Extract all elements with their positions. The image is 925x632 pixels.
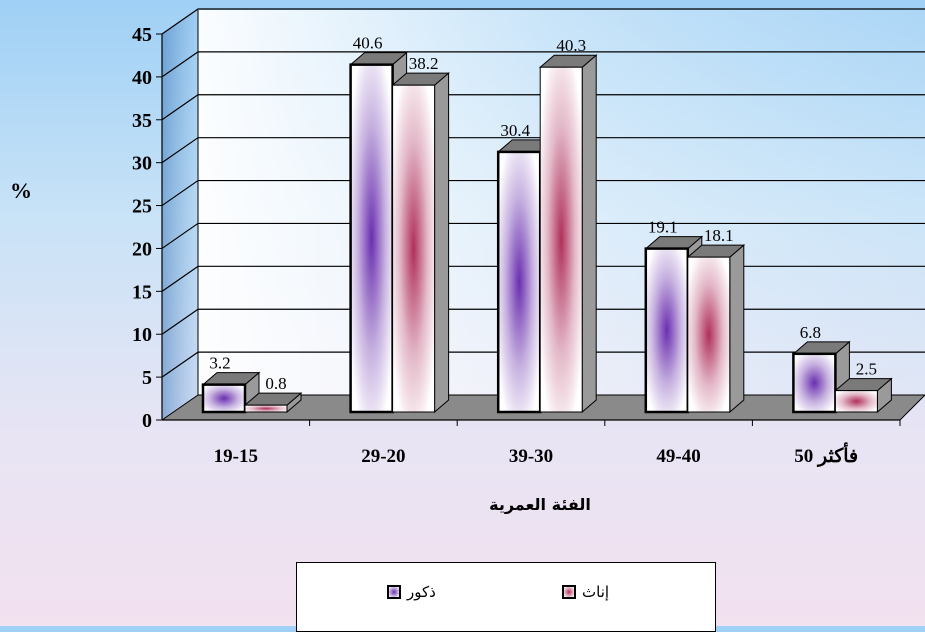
data-label: 18.1 bbox=[704, 226, 734, 245]
bars bbox=[201, 51, 893, 414]
bar-chart: 0 5 10 15 20 25 30 35 40 45 19-15 29-20 39-30 49-40 50… bbox=[10, 8, 925, 514]
x-tick-label: 19-15 bbox=[214, 446, 258, 467]
y-tick-label: 20 bbox=[132, 238, 152, 260]
bar bbox=[686, 244, 746, 414]
x-axis-label: الفئة العمرية bbox=[489, 495, 591, 514]
data-labels: 3.2 0.8 40.6 38.2 30.4 40.3 19.1 18.1 6.8 2.5 bbox=[209, 34, 877, 394]
data-label: 0.8 bbox=[265, 374, 286, 393]
data-label: 6.8 bbox=[800, 323, 821, 342]
y-tick-label: 0 bbox=[142, 410, 152, 432]
bar bbox=[834, 377, 893, 414]
x-tick-label: 29-20 bbox=[361, 446, 405, 467]
legend-item-male: ذكور bbox=[387, 583, 436, 601]
gridline bbox=[161, 8, 925, 35]
bar bbox=[243, 392, 303, 414]
data-label: 19.1 bbox=[648, 218, 678, 237]
y-tick-label: 10 bbox=[132, 324, 152, 346]
y-tick-label: 5 bbox=[142, 367, 152, 389]
y-tick-label: 35 bbox=[132, 110, 152, 132]
data-label: 40.6 bbox=[353, 34, 383, 53]
legend-label-male: ذكور bbox=[407, 583, 436, 601]
bar bbox=[538, 54, 598, 414]
data-label: 3.2 bbox=[209, 354, 230, 373]
y-tick-label: 30 bbox=[132, 153, 152, 175]
x-tick-label: 49-40 bbox=[656, 446, 700, 467]
data-label: 38.2 bbox=[409, 54, 439, 73]
x-tick-label: 39-30 bbox=[509, 446, 553, 467]
y-tick-label: 25 bbox=[132, 196, 152, 218]
legend-label-female: إناث bbox=[582, 583, 610, 601]
legend: ذكور إناث bbox=[296, 562, 716, 632]
y-axis-label: % bbox=[10, 178, 32, 203]
axes: 0 5 10 15 20 25 30 35 40 45 19-15 29-20 39-30 49-40 50… bbox=[132, 10, 901, 467]
data-label: 40.3 bbox=[556, 36, 586, 55]
data-label: 30.4 bbox=[500, 121, 530, 140]
plot-side-wall bbox=[162, 10, 198, 420]
bar bbox=[391, 72, 450, 414]
y-tick-label: 15 bbox=[132, 281, 152, 303]
legend-item-female: إناث bbox=[562, 583, 609, 601]
y-tick-label: 45 bbox=[132, 24, 152, 46]
y-tick-label: 40 bbox=[132, 67, 152, 89]
data-label: 2.5 bbox=[856, 360, 877, 379]
legend-swatch-male bbox=[387, 585, 401, 599]
legend-swatch-female bbox=[562, 585, 576, 599]
x-tick-label: 50 فأكثر bbox=[794, 442, 858, 467]
